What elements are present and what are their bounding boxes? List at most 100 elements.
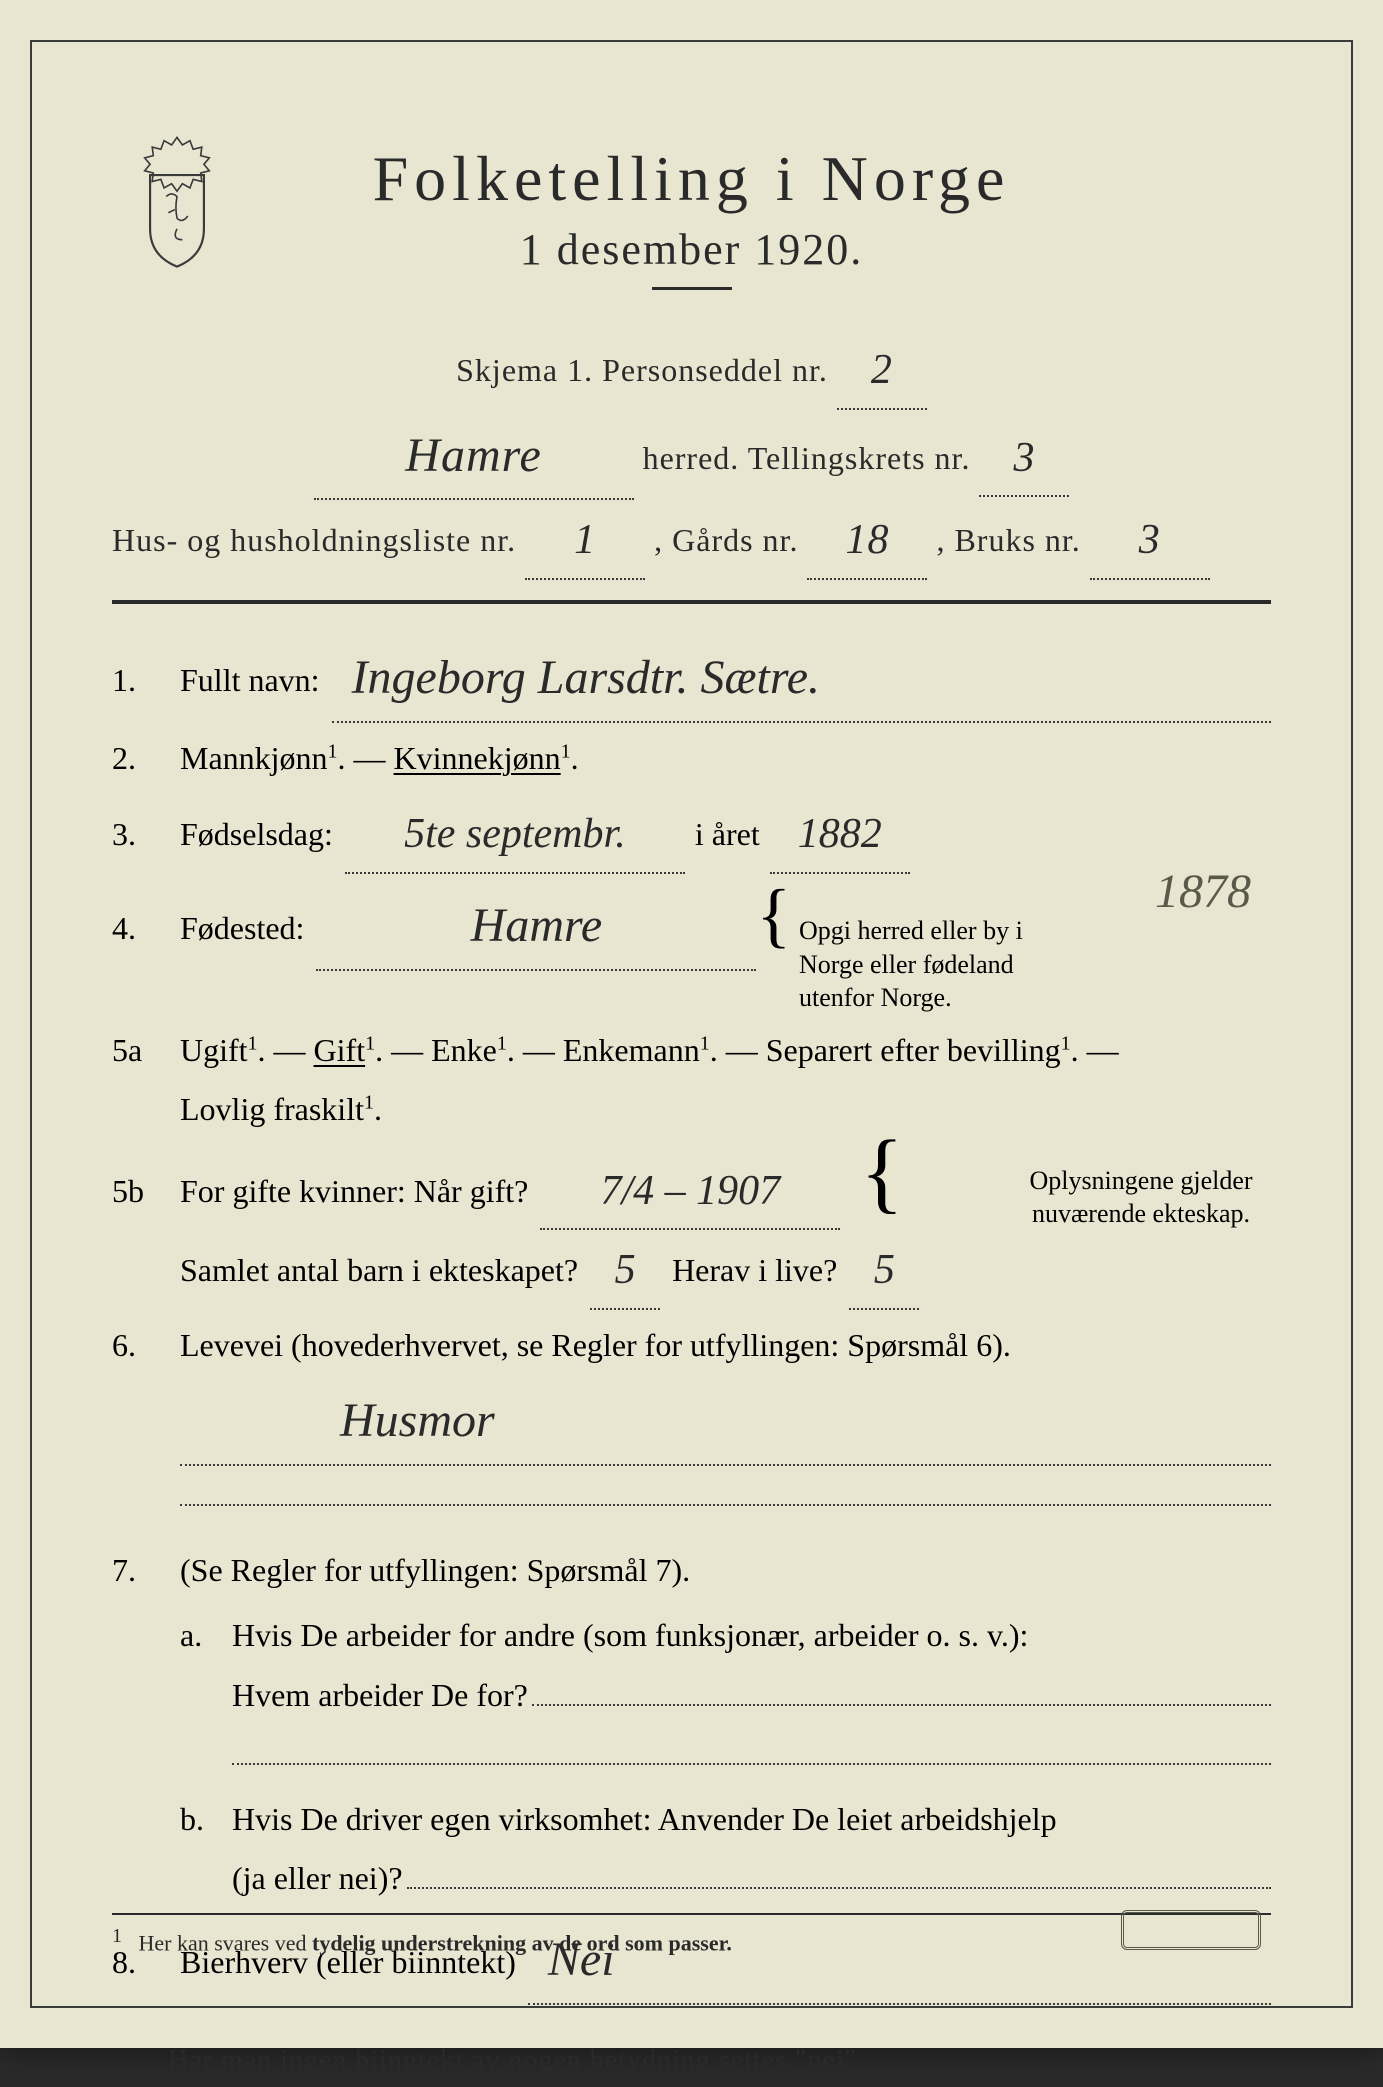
gards-label: , Gårds nr. [654,522,798,558]
q3-num: 3. [112,816,168,853]
q5a-sup5: 1 [364,1092,374,1114]
q7a-label2: Hvem arbeider De for? [232,1666,528,1725]
q4-row: 4. Fødested: Hamre { Opgi herred eller b… [112,880,1271,1015]
q5a-enkemann: Enkemann [563,1032,700,1068]
q5b-label1: For gifte kvinner: Når gift? [180,1162,528,1221]
q5b-brace-icon: { [860,1146,903,1200]
q7b-label1: Hvis De driver egen virksomhet: Anvender… [232,1801,1057,1837]
q5b-alive: 5 [874,1247,895,1293]
bruks-nr: 3 [1139,517,1161,563]
q6-num: 6. [112,1327,168,1364]
herred-line: Hamre herred. Tellingskrets nr. 3 [112,410,1271,501]
q3-row: 3. Fødselsdag: 5te septembr. i året 1882 [112,794,1271,874]
q2-sup1: 1 [328,740,338,762]
footnote-num: 1 [112,1925,122,1947]
q4-brace-icon: { [756,894,791,937]
q1-row: 1. Fullt navn: Ingeborg Larsdtr. Sætre. [112,632,1271,723]
q5b-when: 7/4 – 1907 [601,1168,781,1214]
herred-label: herred. Tellingskrets nr. [643,440,971,476]
q5a-enke: Enke [431,1032,497,1068]
main-title: Folketelling i Norge [112,142,1271,216]
q7a-num: a. [180,1617,220,1654]
q5a-d4: . — [1071,1032,1119,1068]
coat-of-arms-icon [122,132,232,272]
margin-year-note: 1878 [1155,864,1251,919]
q5a-gift: Gift [314,1032,366,1068]
q7-row: 7. (Se Regler for utfyllingen: Spørsmål … [112,1541,1271,1600]
q2-mann: Mannkjønn [180,740,328,776]
q5b-note: Oplysningene gjelder nuværende ekteskap. [1001,1164,1281,1232]
q2-row: 2. Mannkjønn1. — Kvinnekjønn1. [112,729,1271,788]
footnote-text: 1 Her kan svares ved tydelig understrekn… [112,1925,1271,1956]
q5a-separert: Separert efter bevilling [766,1032,1061,1068]
q5a-sup0: 1 [248,1033,258,1055]
q3-label: Fødselsdag: [180,805,333,864]
printer-stamp-icon [1121,1910,1261,1950]
q7a-row: a. Hvis De arbeider for andre (som funks… [112,1606,1271,1784]
page-border: Folketelling i Norge 1 desember 1920. Sk… [30,40,1353,2008]
q2-sup2: 1 [561,740,571,762]
document-page: Folketelling i Norge 1 desember 1920. Sk… [0,0,1383,2048]
husliste-nr: 1 [574,517,596,563]
q5b-total: 5 [615,1247,636,1293]
q4-num: 4. [112,910,168,947]
q5a-fraskilt: Lovlig fraskilt [180,1091,364,1127]
q5a-d1: . — [375,1032,431,1068]
q6-label: Levevei (hovederhvervet, se Regler for u… [180,1327,1011,1363]
husliste-label: Hus- og husholdningsliste nr. [112,522,516,558]
q7a-blank [532,1704,1271,1706]
q1-num: 1. [112,662,168,699]
q3-year: 1882 [798,811,882,857]
q5a-end: . [374,1091,382,1127]
q5a-sup1: 1 [365,1033,375,1055]
q2-dash: . — [338,740,394,776]
subtitle-date: 1 desember 1920. [112,224,1271,275]
hint-line: Har man ingen biinntekt av nogen betydni… [112,2035,1271,2087]
q5b-num: 5b [112,1173,168,1210]
q7-label: (Se Regler for utfyllingen: Spørsmål 7). [180,1552,690,1588]
q6-blank-line [180,1474,1271,1506]
bruks-label: , Bruks nr. [936,522,1080,558]
q2-kvinne: Kvinnekjønn [394,740,561,776]
q5a-row: 5a Ugift1. — Gift1. — Enke1. — Enkemann1… [112,1021,1271,1139]
q5a-d2: . — [507,1032,563,1068]
husliste-line: Hus- og husholdningsliste nr. 1 , Gårds … [112,500,1271,580]
q5a-num: 5a [112,1032,168,1069]
skjema-line: Skjema 1. Personseddel nr. 2 [112,330,1271,410]
q5a-d0: . — [258,1032,314,1068]
q7b-blank [407,1887,1271,1889]
q2-end: . [571,740,579,776]
herred-name: Hamre [405,429,542,482]
q2-num: 2. [112,740,168,777]
footnote-section: 1 Her kan svares ved tydelig understrekn… [112,1913,1271,1956]
q5a-d3: . — [710,1032,766,1068]
subtitle-underline [652,287,732,290]
q1-value: Ingeborg Larsdtr. Sætre. [352,651,821,704]
footnote-divider [112,1913,1271,1915]
section-divider [112,600,1271,604]
q4-note: Opgi herred eller by i Norge eller fødel… [799,914,1079,1015]
gards-nr: 18 [845,517,889,563]
q5a-sup2: 1 [497,1033,507,1055]
skjema-label: Skjema 1. Personseddel nr. [456,352,828,388]
q7a-label1: Hvis De arbeider for andre (som funksjon… [232,1617,1028,1653]
q7-num: 7. [112,1552,168,1589]
q5b-label2: Samlet antal barn i ekteskapet? [180,1241,578,1300]
q4-label: Fødested: [180,899,304,958]
q5a-sup4: 1 [1061,1033,1071,1055]
q3-mid: i året [695,805,760,864]
q5b-row: 5b For gifte kvinner: Når gift? 7/4 – 19… [112,1146,1271,1310]
personseddel-nr: 2 [871,347,893,393]
q5a-sup3: 1 [700,1033,710,1055]
q7b-num: b. [180,1801,220,1838]
q5b-label3: Herav i live? [672,1241,837,1300]
q6-row: 6. Levevei (hovederhvervet, se Regler fo… [112,1316,1271,1525]
q7a-blank-line [232,1733,1271,1765]
q5a-ugift: Ugift [180,1032,248,1068]
q4-value: Hamre [471,899,603,952]
q7b-row: b. Hvis De driver egen virksomhet: Anven… [112,1790,1271,1908]
q3-day: 5te septembr. [404,811,626,857]
footnote-body: Her kan svares ved tydelig understreknin… [139,1930,732,1955]
footnote-inner: Her kan svares ved tydelig understreknin… [139,1930,732,1955]
q6-value: Husmor [340,1394,495,1447]
